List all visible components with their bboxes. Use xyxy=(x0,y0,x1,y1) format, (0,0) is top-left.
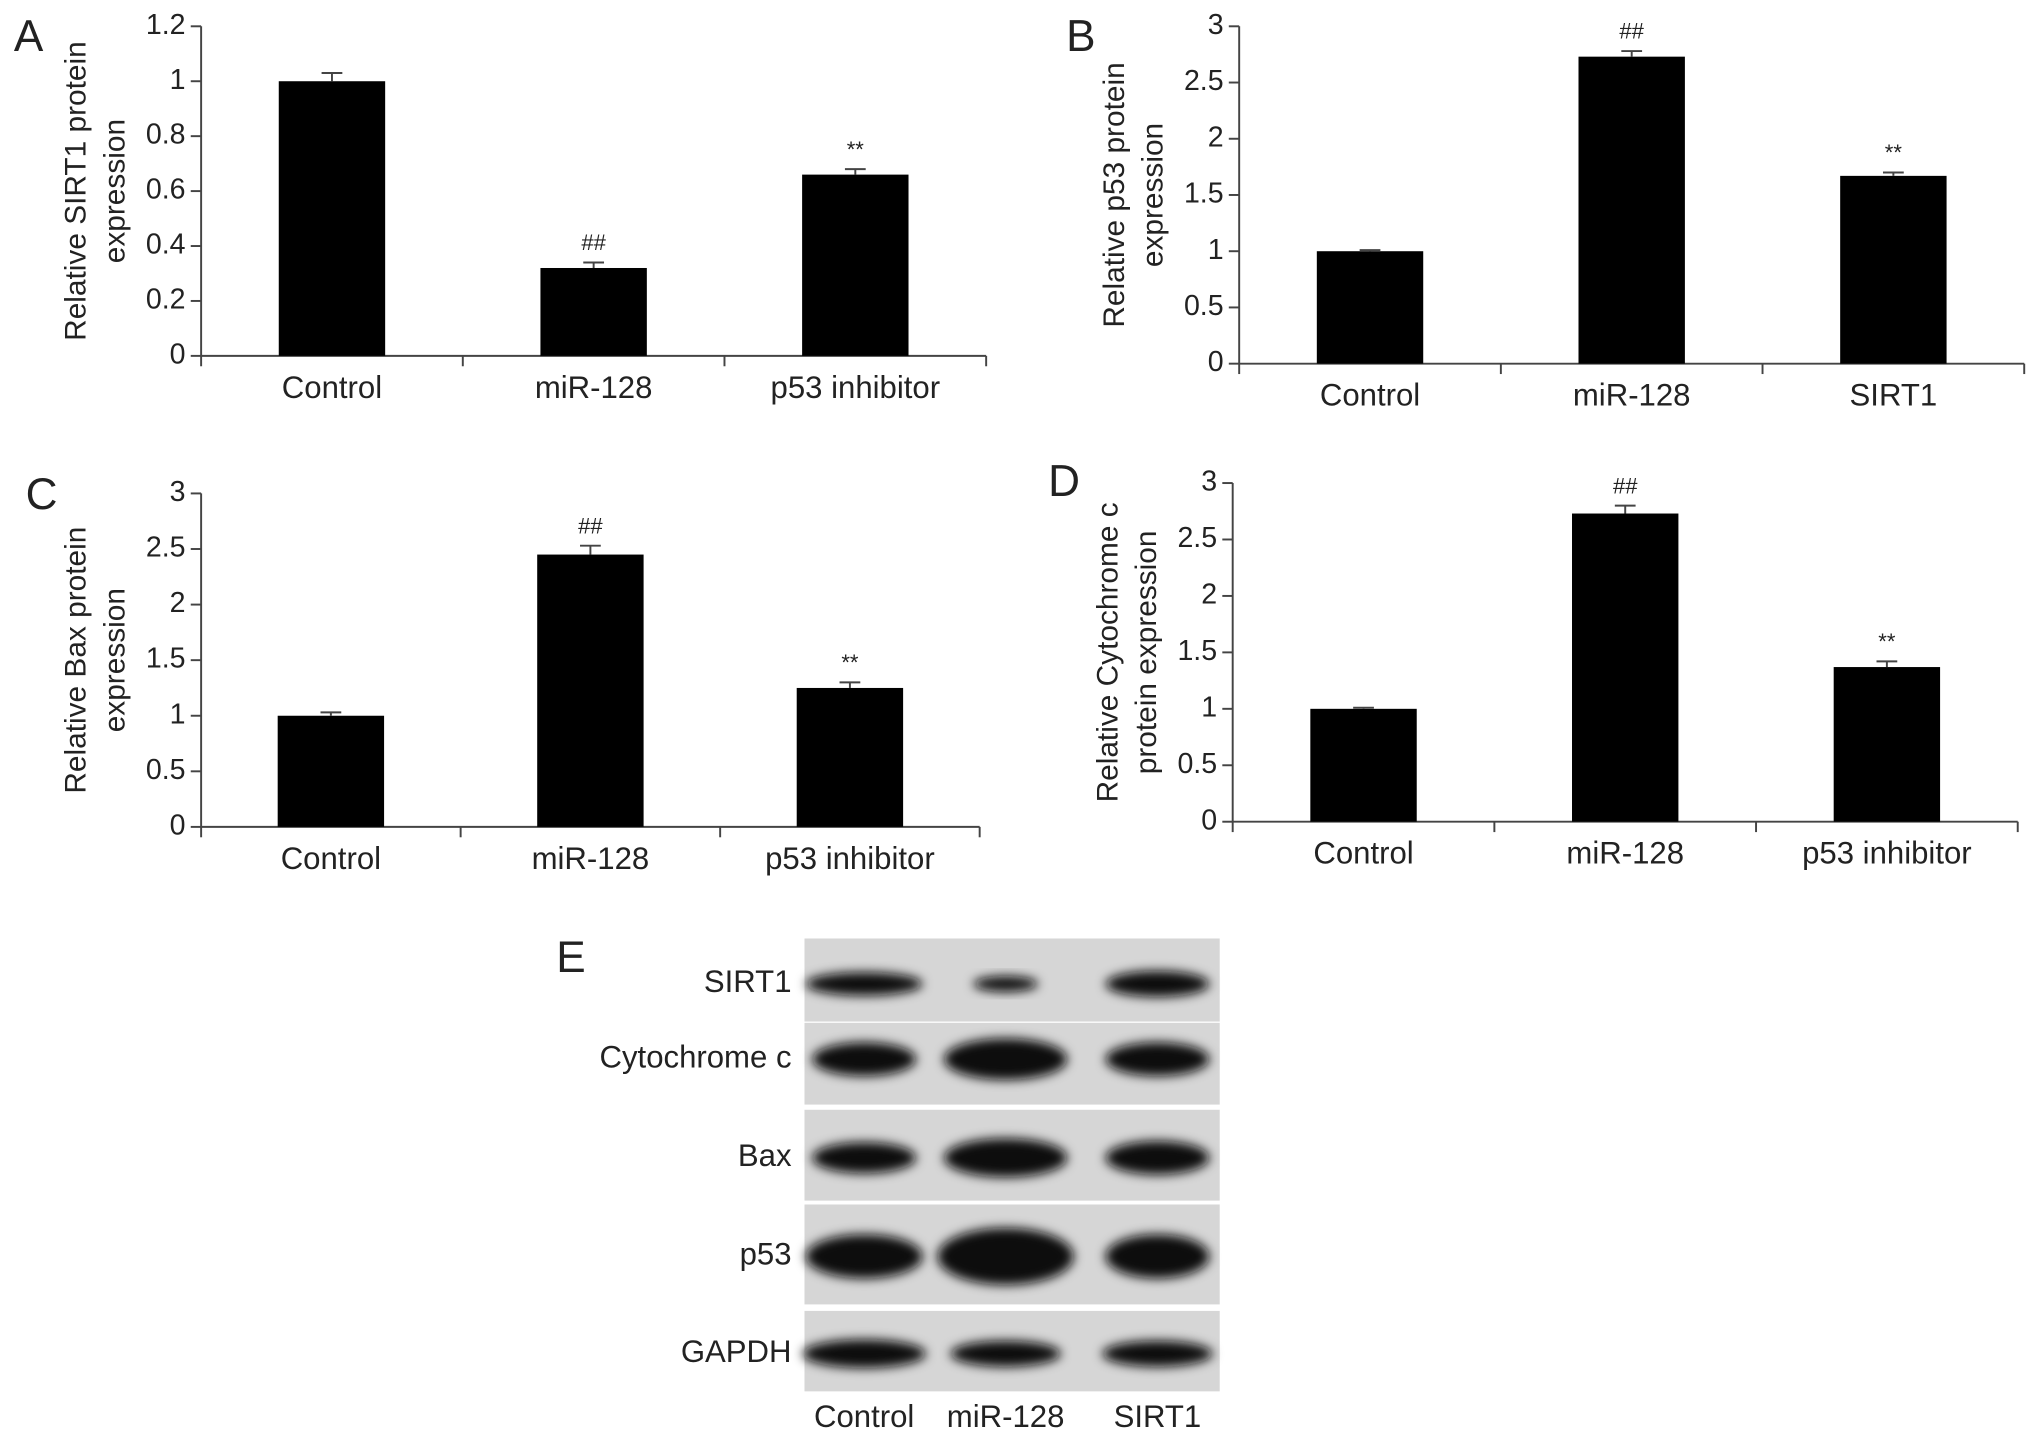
blot-row-label: GAPDH xyxy=(681,1334,792,1369)
panel-letter: A xyxy=(14,12,44,61)
x-tick-label: Control xyxy=(282,370,382,405)
significance-label: ## xyxy=(581,230,606,255)
y-tick-label: 0 xyxy=(1201,804,1217,836)
y-tick-label: 1 xyxy=(1208,234,1224,266)
blot-row-label: Bax xyxy=(738,1138,792,1173)
blot-row-label: SIRT1 xyxy=(704,964,792,999)
significance-label: ## xyxy=(578,513,603,538)
panel-letter: E xyxy=(556,933,585,982)
y-tick-label: 0 xyxy=(170,338,186,370)
y-tick-label: 3 xyxy=(1201,466,1217,498)
y-tick-label: 0 xyxy=(1208,346,1224,378)
x-tick-label: Control xyxy=(1320,378,1420,413)
x-tick-label: miR-128 xyxy=(532,841,650,876)
x-tick-label: p53 inhibitor xyxy=(771,370,941,405)
y-tick-label: 0.5 xyxy=(1177,748,1217,780)
bar xyxy=(1572,513,1679,822)
bar xyxy=(796,687,904,827)
y-tick-label: 3 xyxy=(170,476,186,508)
blot-band xyxy=(805,1234,923,1279)
bar xyxy=(278,81,386,356)
y-tick-label: 2 xyxy=(170,587,186,619)
y-tick-label: 2.5 xyxy=(1184,65,1224,97)
y-tick-label: 0.8 xyxy=(146,119,186,151)
y-tick-label: 0.5 xyxy=(146,754,186,786)
y-tick-label: 2.5 xyxy=(146,532,186,564)
x-tick-label: Control xyxy=(1313,836,1413,871)
blot-band xyxy=(973,976,1039,992)
blot-band xyxy=(943,1138,1068,1178)
bar xyxy=(277,715,385,827)
bar xyxy=(1578,56,1685,364)
y-tick-label: 1 xyxy=(170,64,186,96)
x-tick-label: miR-128 xyxy=(1566,836,1684,871)
y-tick-label: 0.5 xyxy=(1184,290,1224,322)
blot-band xyxy=(802,1339,926,1368)
blot-band xyxy=(1105,1042,1210,1077)
blot-band xyxy=(1102,1340,1213,1367)
significance-label: ** xyxy=(847,137,865,162)
blot-row-label: Cytochrome c xyxy=(600,1039,792,1074)
blot-lane-label: miR-128 xyxy=(947,1399,1065,1434)
bar xyxy=(802,174,909,356)
y-tick-label: 2 xyxy=(1208,121,1224,153)
bar xyxy=(1310,708,1417,822)
bar xyxy=(537,554,644,827)
significance-label: ## xyxy=(1619,19,1644,44)
blot-band xyxy=(937,1227,1074,1285)
significance-label: ## xyxy=(1613,473,1638,498)
y-tick-label: 0.2 xyxy=(146,283,186,315)
x-tick-label: miR-128 xyxy=(1573,378,1691,413)
y-tick-label: 0.4 xyxy=(146,229,186,261)
y-tick-label: 1 xyxy=(1201,691,1217,723)
y-tick-label: 0.6 xyxy=(146,174,186,206)
blot-lane-label: SIRT1 xyxy=(1114,1399,1202,1434)
y-axis-label: expression xyxy=(1137,123,1170,267)
blot-band xyxy=(1105,1234,1210,1279)
blot-band xyxy=(812,1042,917,1077)
panel-letter: C xyxy=(26,470,58,519)
x-tick-label: miR-128 xyxy=(535,370,653,405)
bar xyxy=(1316,251,1424,364)
panel-letter: D xyxy=(1048,457,1080,506)
x-tick-label: p53 inhibitor xyxy=(1802,836,1972,871)
y-tick-label: 2.5 xyxy=(1177,522,1217,554)
blot-row-label: p53 xyxy=(740,1237,792,1272)
y-tick-label: 1.5 xyxy=(1177,635,1217,667)
y-tick-label: 0 xyxy=(170,809,186,841)
significance-label: ** xyxy=(1878,629,1896,654)
y-axis-label: expression xyxy=(99,119,132,263)
blot-band xyxy=(805,972,923,996)
bar xyxy=(1833,667,1941,822)
y-axis-label: protein expression xyxy=(1130,531,1163,775)
y-tick-label: 1.5 xyxy=(146,643,186,675)
bar xyxy=(1840,175,1947,364)
blot-band xyxy=(950,1340,1061,1367)
y-axis-label: Relative Cytochrome c xyxy=(1091,502,1124,802)
x-tick-label: p53 inhibitor xyxy=(765,841,935,876)
blot-band xyxy=(1105,1140,1210,1175)
y-tick-label: 3 xyxy=(1208,9,1224,41)
y-axis-label: expression xyxy=(99,588,132,732)
y-tick-label: 1 xyxy=(170,698,186,730)
panel-letter: B xyxy=(1066,12,1095,61)
blot-band xyxy=(943,1038,1068,1080)
bar xyxy=(540,267,647,356)
y-axis-label: Relative SIRT1 protein xyxy=(60,41,93,341)
y-tick-label: 1.2 xyxy=(146,9,186,41)
x-tick-label: SIRT1 xyxy=(1850,378,1938,413)
x-tick-label: Control xyxy=(281,841,381,876)
y-axis-label: Relative p53 protein xyxy=(1098,62,1131,327)
blot-band xyxy=(812,1142,917,1174)
y-axis-label: Relative Bax protein xyxy=(60,527,93,794)
y-tick-label: 2 xyxy=(1201,578,1217,610)
significance-label: ** xyxy=(841,650,859,675)
significance-label: ** xyxy=(1885,140,1903,165)
blot-lane-label: Control xyxy=(814,1399,914,1434)
y-tick-label: 1.5 xyxy=(1184,178,1224,210)
blot-band xyxy=(1105,970,1210,997)
